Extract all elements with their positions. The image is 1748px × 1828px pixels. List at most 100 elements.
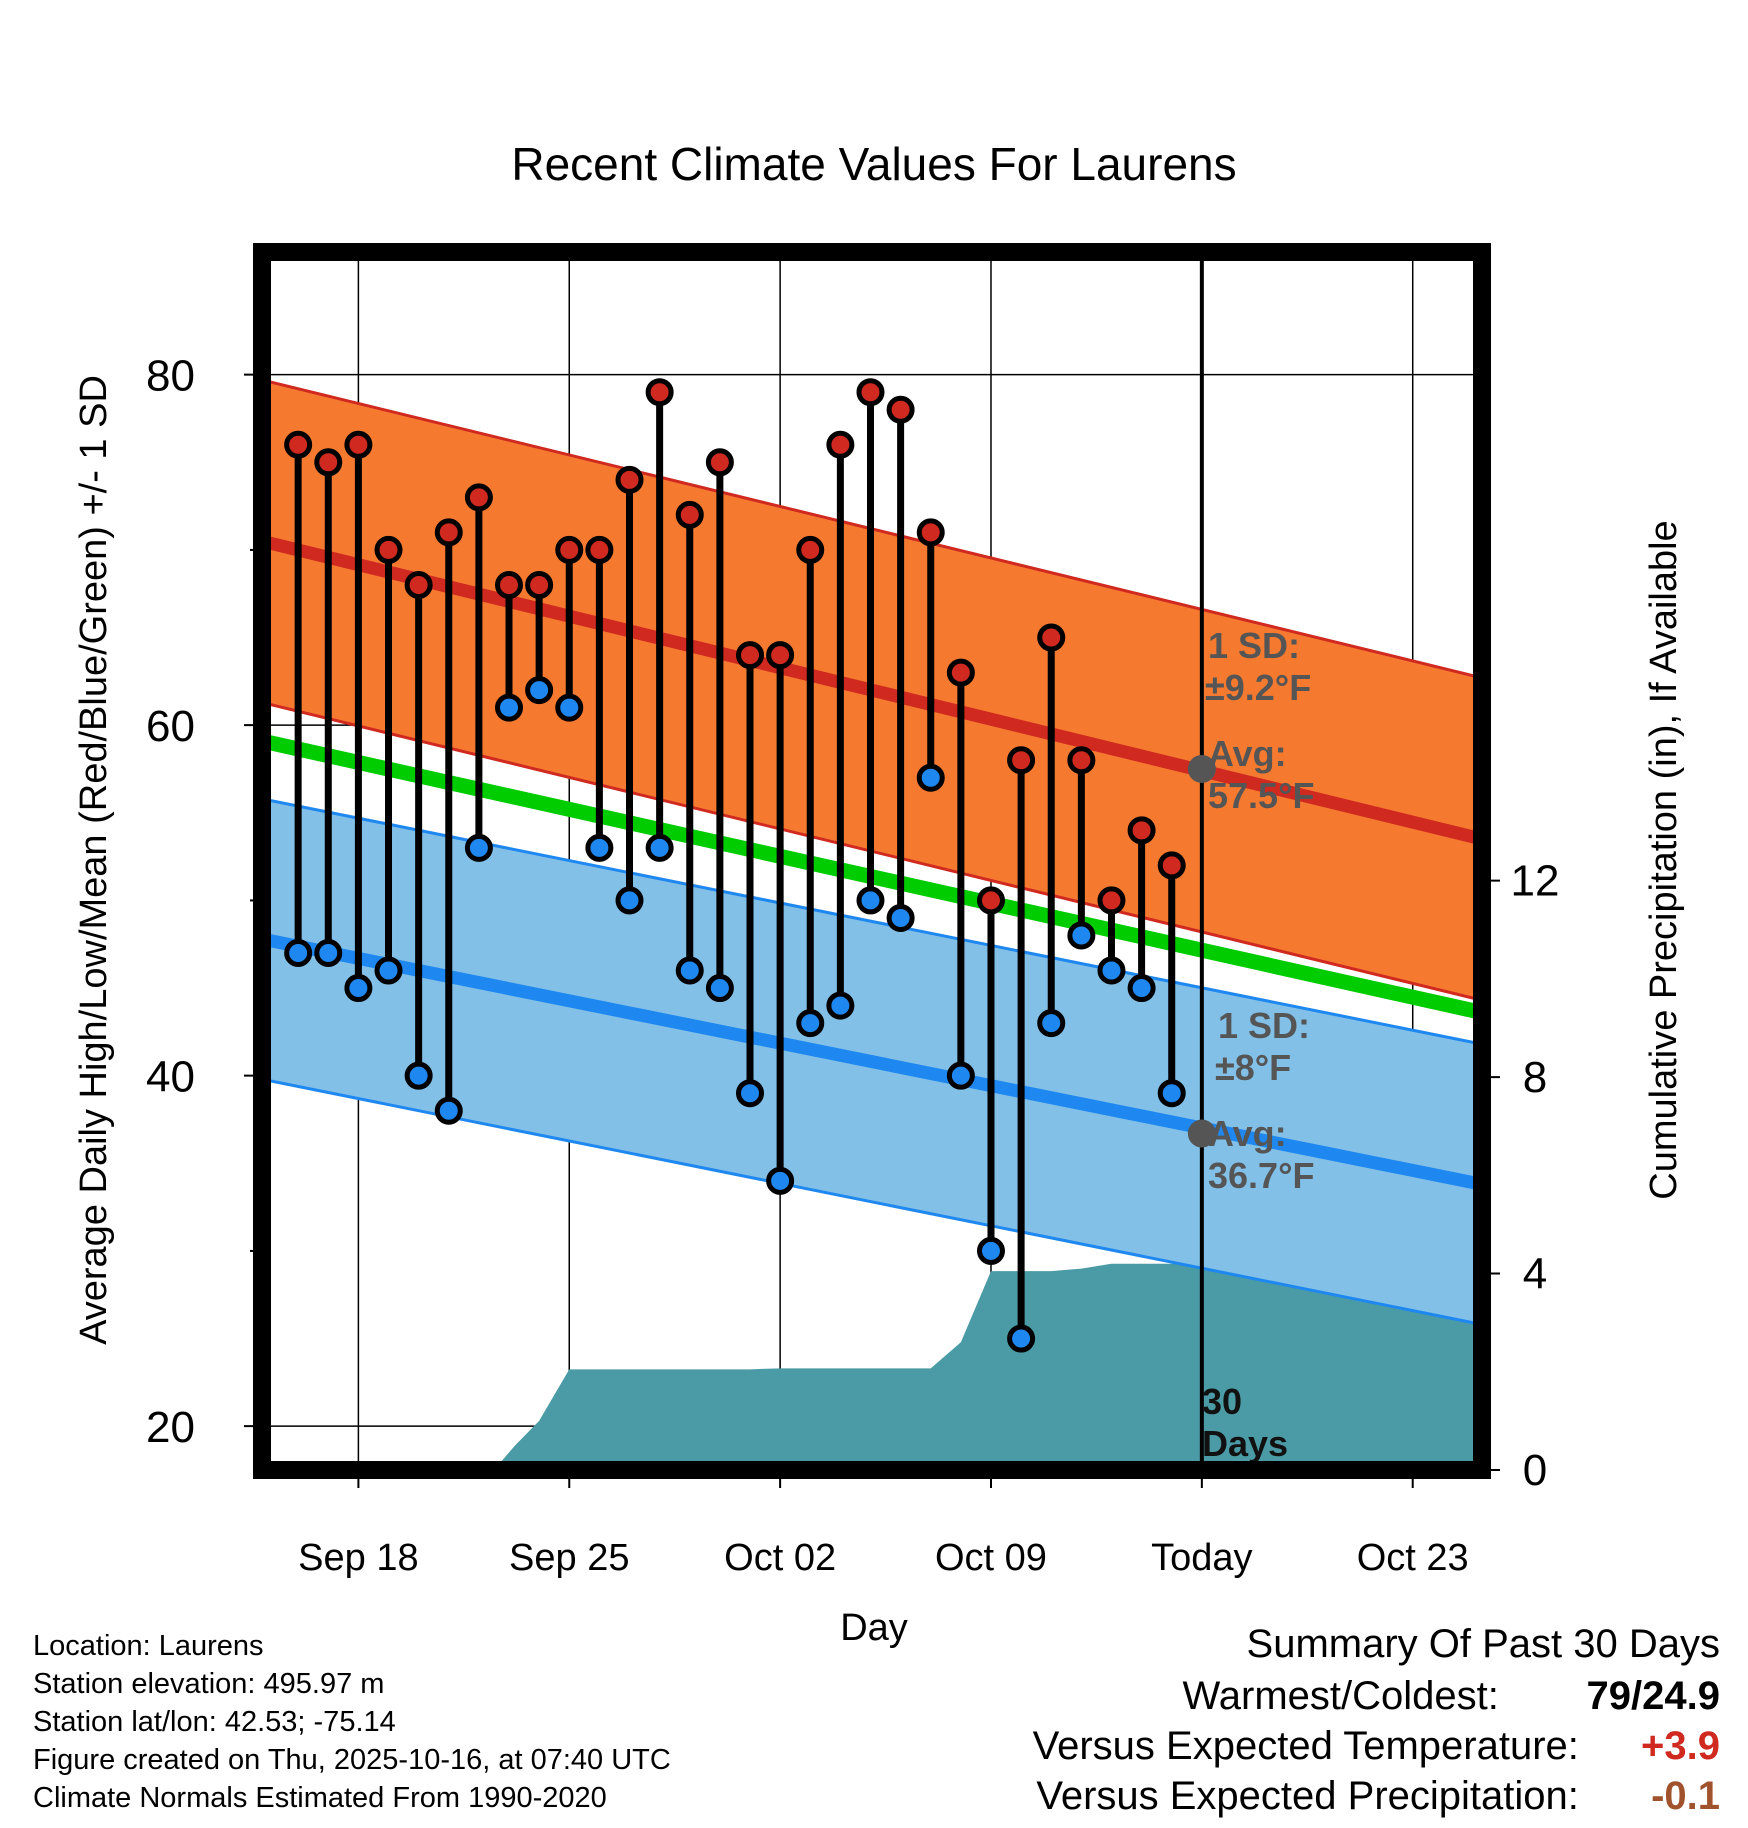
high-point [284,430,313,459]
high-point [434,518,463,547]
high-point [585,535,614,564]
station-info: Location: Laurens Station elevation: 495… [33,1627,671,1817]
high-sd-value: ±9.2°F [1205,667,1311,708]
low-avg-value: 36.7°F [1208,1155,1314,1196]
high-point [766,641,795,670]
high-point [495,570,524,599]
low-point [886,903,915,932]
high-point [1157,851,1186,880]
y-tick-label: 20 [146,1403,195,1452]
y2-axis-label: Cumulative Precipitation (in), If Availa… [1643,520,1685,1199]
high-point [705,448,734,477]
high-point [1097,886,1126,915]
high-point [736,641,764,670]
x-tick-label: Oct 02 [724,1537,836,1579]
today-high-avg-dot [1187,754,1216,783]
today-low-avg-dot [1187,1119,1216,1148]
high-point [314,448,343,477]
low-point [585,833,614,862]
low-point [916,763,945,792]
location-text: Location: Laurens [33,1630,264,1662]
low-point [615,886,644,915]
warm-cold-value: 79/24.9 [1586,1674,1720,1718]
warm-cold-label: Warmest/Coldest: [1182,1674,1499,1718]
high-point [675,500,704,529]
low-point [1127,974,1156,1003]
low-point [645,833,674,862]
low-point [555,693,584,722]
low-point [1037,1009,1066,1038]
daily-points [284,378,1186,1353]
precipitation-area [262,1263,1482,1470]
low-point [1007,1324,1036,1353]
high-point [374,535,403,564]
plot-frame [253,243,1491,1479]
annotations: 1 SD: ±9.2°F Avg: 57.5°F 1 SD: ±8°F Avg:… [1202,625,1314,1464]
x-tick-label: Sep 18 [298,1537,418,1579]
high-point [615,465,644,494]
high-point [796,535,825,564]
x-tick-label: Sep 25 [509,1537,629,1579]
low-point [314,939,343,968]
high-sd-label: 1 SD: [1208,625,1300,666]
low-point [284,939,313,968]
high-point [344,430,373,459]
high-point [886,395,915,424]
high-point [525,570,554,599]
y-axis-label: Average Daily High/Low/Mean (Red/Blue/Gr… [73,375,115,1345]
y-tick-label: 80 [146,352,195,401]
y2-tick-label: 4 [1523,1250,1547,1299]
summary-title: Summary Of Past 30 Days [1246,1622,1720,1666]
axes: 20 40 60 80 0 4 8 12 Sep 18 Sep 25 Oct 02 Oct 09 Tod… [146,352,1559,1579]
temp-label: Versus Expected Temperature: [1032,1724,1579,1768]
low-sd-label: 1 SD: [1218,1005,1310,1046]
low-point [766,1166,795,1195]
low-point [736,1079,764,1108]
high-point [1067,746,1096,775]
x-axis-label: Day [840,1607,908,1649]
low-point [705,974,734,1003]
temp-value: +3.9 [1641,1724,1720,1768]
low-point [525,676,554,705]
low-point [946,1061,975,1090]
low-point [495,693,524,722]
low-point [796,1009,825,1038]
high-avg-label: Avg: [1208,733,1287,774]
low-point [464,833,493,862]
high-point [1127,816,1156,845]
low-point [976,1236,1005,1265]
high-point [1037,623,1066,652]
high-point [404,570,433,599]
low-point [675,956,704,985]
low-sd-value: ±8°F [1215,1047,1291,1088]
low-point [1157,1079,1186,1108]
elevation-text: Station elevation: 495.97 m [33,1668,385,1700]
y2-tick-label: 12 [1511,857,1560,906]
normals-text: Climate Normals Estimated From 1990-2020 [33,1782,607,1814]
y-tick-label: 60 [146,702,195,751]
high-avg-value: 57.5°F [1208,775,1314,816]
high-point [645,378,674,407]
low-point [1067,921,1096,950]
high-point [555,535,584,564]
precip-value: -0.1 [1651,1774,1720,1818]
normal-low-line [262,932,1482,1191]
summary-precip: Versus Expected Precipitation: -0.1 [1036,1774,1720,1819]
high-point [856,378,885,407]
precip-label: Versus Expected Precipitation: [1036,1774,1579,1818]
low-point [1097,956,1126,985]
summary-warm-cold: Warmest/Coldest: 79/24.9 [1183,1674,1721,1719]
high-point [1007,746,1036,775]
chart-title: Recent Climate Values For Laurens [511,138,1236,190]
high-point [916,518,945,547]
y2-tick-label: 0 [1523,1446,1547,1495]
x-tick-label: Today [1151,1537,1252,1579]
created-text: Figure created on Thu, 2025-10-16, at 07… [33,1744,671,1776]
high-point [946,658,975,687]
low-point [344,974,373,1003]
summary-temp: Versus Expected Temperature: +3.9 [1033,1724,1720,1769]
latlon-text: Station lat/lon: 42.53; -75.14 [33,1706,396,1738]
x-tick-label: Oct 09 [935,1537,1047,1579]
high-point [826,430,855,459]
